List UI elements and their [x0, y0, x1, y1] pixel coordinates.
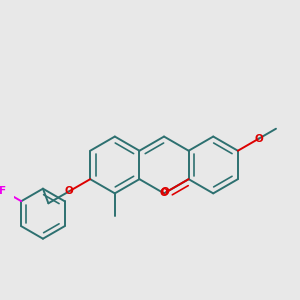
- Text: O: O: [254, 134, 263, 144]
- Text: O: O: [160, 187, 169, 197]
- Text: O: O: [65, 186, 74, 196]
- Text: F: F: [0, 185, 6, 196]
- Text: O: O: [160, 188, 168, 198]
